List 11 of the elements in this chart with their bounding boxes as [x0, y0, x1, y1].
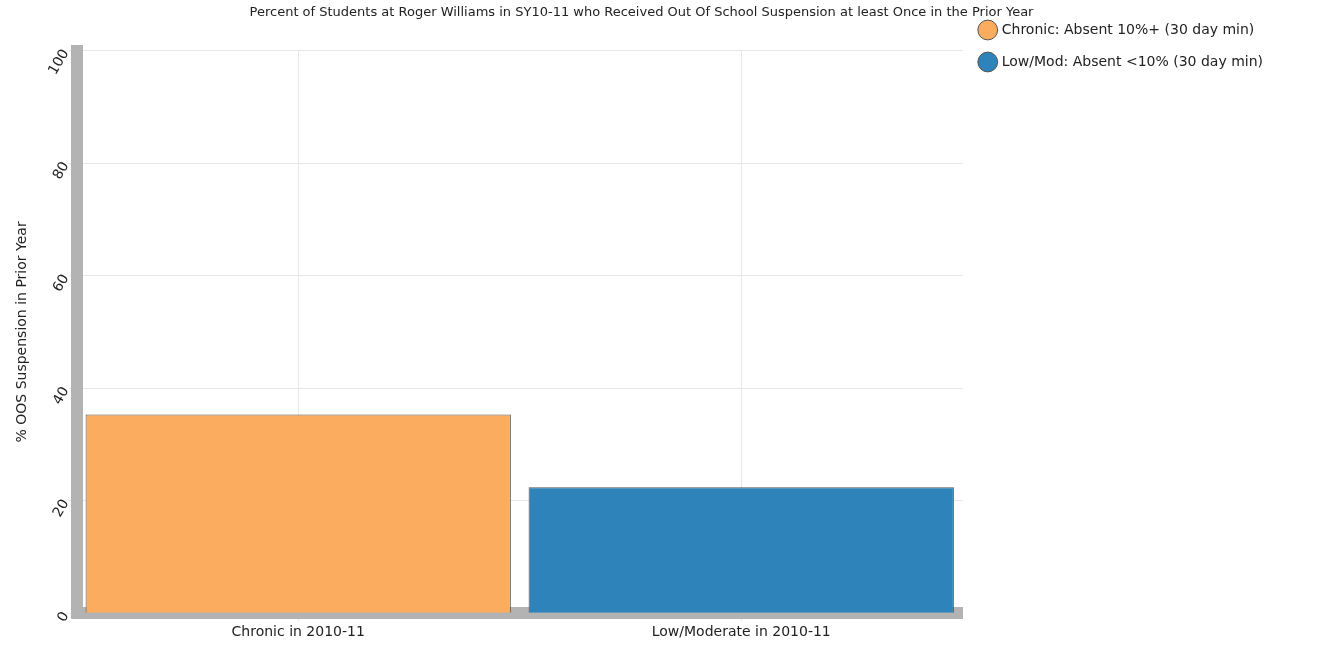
y-tick-label: 60	[48, 270, 72, 295]
chart-title: Percent of Students at Roger Williams in SY10-11 who Received Out Of School Suspension at least Once in the Prior Year	[249, 4, 1035, 20]
y-tick-label: 0	[53, 608, 72, 625]
x-tick-label: Low/Moderate in 2010-11	[651, 623, 831, 640]
x-tick-label: Chronic in 2010-11	[231, 623, 365, 640]
y-axis-title: % OOS Suspension in Prior Year	[13, 221, 30, 443]
y-tick-label: 40	[48, 383, 72, 407]
y-tick-label: 20	[48, 496, 72, 520]
legend-label: Chronic: Absent 10%+ (30 day min)	[1001, 20, 1255, 37]
legend-label: Low/Mod: Absent <10% (30 day min)	[1001, 52, 1264, 69]
y-tick-label: 80	[48, 158, 72, 182]
